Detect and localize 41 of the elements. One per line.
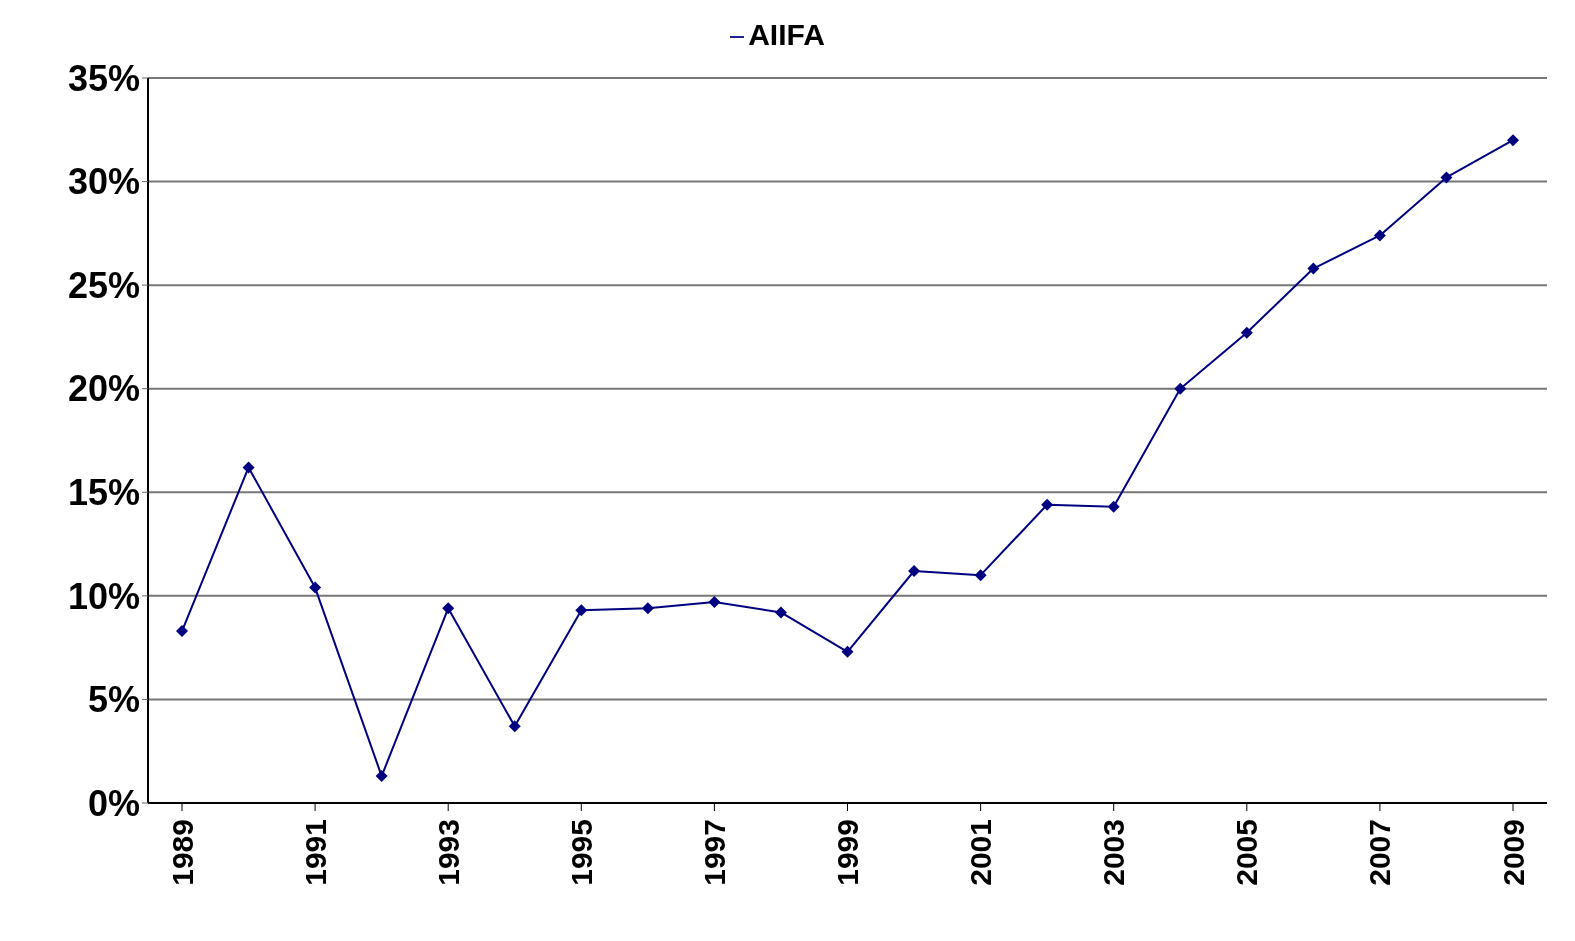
- point: [508, 720, 521, 733]
- x-tick-label: 1995: [564, 819, 598, 886]
- y-tick-label: 20%: [67, 368, 140, 410]
- point: [1041, 498, 1054, 511]
- point: [774, 606, 787, 619]
- point: [1507, 134, 1519, 147]
- x-tick-label: 2005: [1230, 819, 1264, 886]
- point: [1107, 500, 1120, 513]
- y-tick-label: 30%: [67, 161, 140, 203]
- point: [309, 581, 322, 594]
- y-tick-label: 5%: [87, 679, 140, 721]
- point: [1240, 326, 1253, 339]
- legend-label: AIIFA: [748, 18, 825, 51]
- x-tick-label: 2001: [964, 819, 998, 886]
- point: [641, 602, 654, 615]
- point: [841, 645, 854, 658]
- x-tick-label: 2009: [1496, 819, 1530, 886]
- point: [242, 461, 255, 474]
- x-tick-label: 1997: [697, 819, 731, 886]
- y-tick-label: 35%: [67, 57, 140, 99]
- x-tick-label: 2007: [1363, 819, 1397, 886]
- x-tick-label: 1991: [298, 819, 332, 886]
- x-tick-label: 1993: [431, 819, 465, 886]
- point: [375, 770, 388, 783]
- point: [1440, 171, 1453, 184]
- x-tick-label: 1989: [165, 819, 199, 886]
- point: [176, 625, 188, 638]
- point: [708, 596, 721, 609]
- point: [1307, 262, 1320, 275]
- point: [1174, 382, 1187, 395]
- point: [442, 602, 455, 615]
- y-tick-label: 0%: [87, 782, 140, 824]
- point: [908, 565, 921, 577]
- x-tick-label: 2003: [1097, 819, 1131, 886]
- point: [575, 604, 588, 617]
- y-tick-label: 10%: [67, 575, 140, 617]
- point: [1373, 229, 1386, 242]
- x-tick-label: 1999: [831, 819, 864, 886]
- y-tick-label: 25%: [67, 264, 140, 306]
- point: [974, 569, 987, 582]
- y-tick-label: 15%: [67, 472, 140, 514]
